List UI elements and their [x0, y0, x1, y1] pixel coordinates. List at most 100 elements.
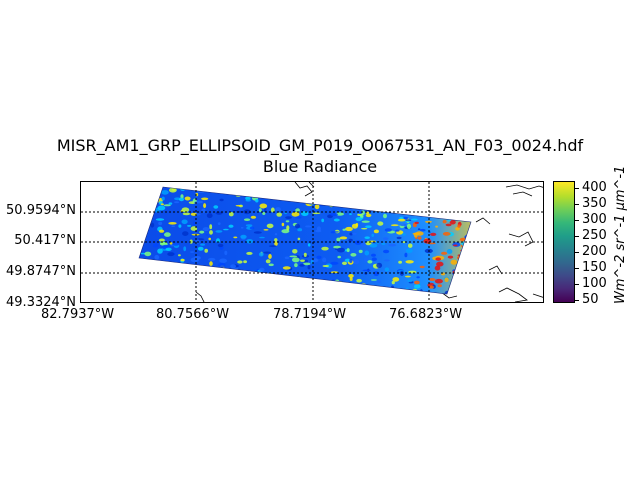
- swath-pixel: [240, 234, 247, 239]
- swath-pixel: [442, 232, 451, 236]
- swath-pixel: [411, 192, 417, 198]
- swath-pixel: [255, 198, 259, 203]
- swath-pixel: [149, 194, 152, 198]
- swath-pixel: [155, 218, 165, 221]
- swath-pixel: [364, 198, 372, 202]
- swath-pixel: [292, 249, 298, 254]
- swath-pixel: [322, 265, 330, 267]
- swath-pixel: [287, 289, 291, 294]
- swath-pixel: [361, 220, 370, 223]
- swath-pixel: [142, 286, 147, 289]
- swath-pixel: [165, 293, 172, 294]
- swath-pixel: [404, 252, 408, 258]
- swath-pixel: [269, 283, 276, 288]
- swath-pixel: [346, 284, 351, 289]
- swath-pixel: [243, 209, 251, 215]
- swath-pixel: [209, 224, 213, 230]
- lon-label-1: 82.7937°W: [41, 307, 115, 322]
- colorbar-tick: [575, 268, 579, 269]
- swath-pixel: [244, 218, 251, 221]
- swath-pixel: [297, 237, 301, 241]
- swath-pixel: [275, 280, 279, 283]
- swath-pixel: [420, 228, 426, 232]
- swath-pixel: [202, 273, 211, 276]
- swath-pixel: [413, 284, 421, 289]
- swath-pixel: [453, 244, 458, 247]
- swath-pixel: [402, 241, 406, 244]
- swath-pixel: [460, 194, 466, 198]
- swath-pixel: [285, 220, 290, 223]
- swath-pixel: [263, 229, 269, 231]
- swath-pixel: [335, 212, 344, 216]
- swath-pixel: [434, 265, 441, 271]
- swath-pixel: [203, 290, 208, 294]
- swath-pixel: [457, 267, 461, 270]
- swath-pixel: [459, 195, 464, 199]
- swath-pixel: [223, 228, 229, 231]
- swath-pixel: [467, 248, 471, 252]
- swath-pixel: [301, 195, 310, 198]
- swath-pixel: [292, 257, 300, 263]
- swath-pixel: [303, 252, 307, 257]
- colorbar-tick: [575, 284, 579, 285]
- swath-pixel: [238, 279, 244, 283]
- swath-pixel: [371, 253, 376, 257]
- swath-pixel: [281, 195, 287, 200]
- swath-pixel: [162, 287, 168, 292]
- swath-pixel: [356, 192, 361, 195]
- colorbar-unit-label: Wm^-2 sr^-1 μm^-1: [613, 165, 628, 304]
- swath-pixel: [376, 262, 383, 268]
- swath-pixel: [257, 279, 266, 284]
- swath-pixel: [208, 257, 216, 261]
- swath-pixel: [228, 212, 234, 217]
- swath-pixel: [370, 287, 377, 290]
- swath-pixel: [155, 267, 159, 272]
- swath-pixel: [307, 265, 311, 270]
- swath-pixel: [463, 258, 470, 263]
- swath-pixel: [367, 260, 373, 264]
- swath-pixel: [187, 282, 192, 287]
- swath-pixel: [235, 278, 240, 284]
- swath-pixel: [268, 278, 275, 284]
- swath-pixel: [167, 252, 175, 257]
- swath-pixel: [370, 279, 377, 281]
- graticule: [81, 182, 543, 302]
- swath-pixel: [148, 214, 152, 218]
- swath-pixel: [300, 259, 305, 262]
- swath-pixel: [259, 267, 265, 272]
- swath-pixel: [383, 237, 389, 240]
- swath-pixel: [381, 242, 386, 245]
- swath-pixel: [329, 201, 334, 206]
- swath-pixel: [240, 226, 244, 229]
- swath-pixel: [258, 252, 264, 257]
- swath-pixel: [412, 202, 418, 206]
- swath-pixel: [139, 187, 140, 189]
- swath-pixel: [419, 265, 425, 269]
- swath-pixel: [235, 204, 242, 207]
- swath-pixel: [190, 212, 197, 216]
- swath-pixel: [370, 187, 378, 189]
- swath-pixel: [392, 277, 400, 282]
- swath-pixel: [349, 232, 354, 236]
- swath-pixel: [260, 284, 267, 287]
- swath-pixel: [181, 276, 188, 280]
- swath-pixel: [268, 245, 277, 248]
- swath-pixel: [259, 236, 265, 239]
- swath-pixel: [406, 197, 414, 200]
- swath-pixel: [326, 288, 335, 293]
- swath-pixel: [460, 218, 465, 221]
- colorbar-label-50: 50: [582, 292, 599, 307]
- swath-pixel: [457, 224, 461, 228]
- swath-pixel: [316, 255, 322, 259]
- swath-pixel: [182, 212, 191, 216]
- swath-pixel: [266, 223, 274, 229]
- swath-pixel: [472, 202, 480, 205]
- swath-pixel: [333, 218, 340, 222]
- swath-pixel: [386, 290, 392, 293]
- swath-pixel: [390, 224, 399, 227]
- swath-pixel: [362, 269, 371, 272]
- swath-pixel: [425, 220, 432, 223]
- swath-pixel: [188, 265, 193, 270]
- swath-pixel: [360, 214, 364, 218]
- swath-pixel: [391, 280, 395, 285]
